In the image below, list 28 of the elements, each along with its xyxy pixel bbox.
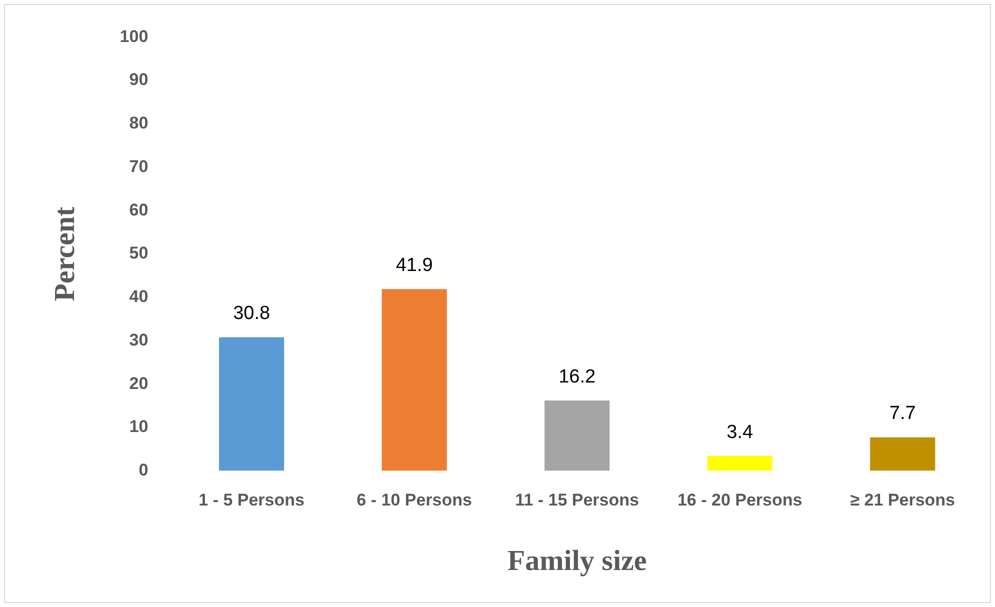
x-tick-label: 16 - 20 Persons [677,490,802,510]
y-tick-label: 60 [129,200,148,220]
y-tick-label: 10 [129,417,148,436]
bar [707,456,772,471]
x-tick-label: ≥ 21 Persons [850,490,956,510]
data-label: 7.7 [889,403,916,424]
bar [382,289,447,471]
data-label: 3.4 [726,422,754,443]
data-label: 30.8 [233,302,270,324]
y-tick-label: 40 [129,287,148,306]
y-tick-label: 0 [138,460,148,480]
y-tick-label: 100 [120,26,148,46]
x-tick-label: 1 - 5 Persons [198,490,304,510]
x-tick-label: 6 - 10 Persons [356,490,472,510]
y-tick-label: 90 [129,70,148,90]
y-tick-label: 50 [129,244,148,263]
data-label: 16.2 [558,366,596,388]
data-label: 41.9 [396,254,433,276]
bar [218,337,284,471]
y-tick-label: 80 [129,114,148,133]
y-tick-label: 70 [129,156,148,176]
bar [870,437,936,471]
y-axis-title: Percent [48,206,81,302]
x-tick-label: 11 - 15 Persons [515,490,639,510]
x-axis-title: Family size [507,545,647,578]
bar [544,400,610,471]
y-tick-label: 30 [129,330,148,350]
y-tick-label: 20 [129,374,148,393]
